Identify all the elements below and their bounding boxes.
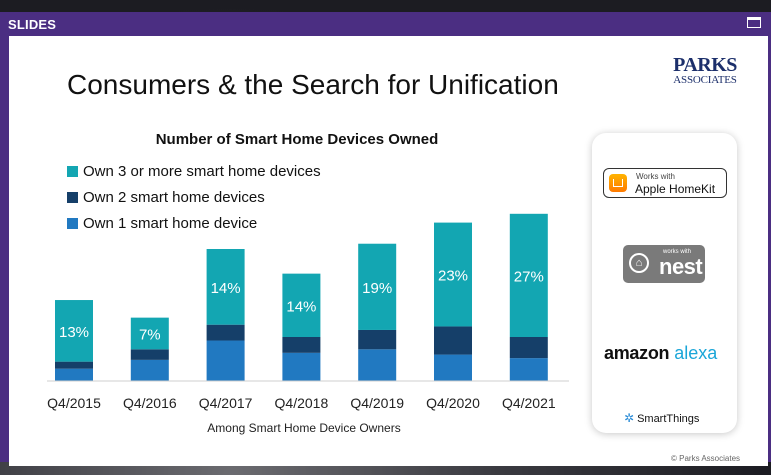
nest-house-icon: ⌂ — [629, 253, 649, 273]
smartthings-icon: ✲ — [624, 411, 635, 425]
logo-line1: PARKS — [673, 54, 737, 76]
bar-segment — [55, 368, 93, 381]
bar-segment — [358, 349, 397, 381]
bar-data-label: 23% — [438, 268, 468, 285]
x-tick-label: Q4/2016 — [123, 395, 177, 411]
copyright-note: © Parks Associates — [671, 454, 741, 463]
amazon-text: amazon — [604, 343, 670, 363]
bar-segment — [509, 337, 548, 359]
bar-segment — [206, 324, 245, 341]
bar-segment — [206, 340, 245, 381]
homekit-house-icon — [609, 174, 627, 192]
bar-segment — [130, 359, 169, 381]
x-axis-label: Among Smart Home Device Owners — [207, 421, 400, 435]
legend-swatch — [67, 192, 78, 203]
x-tick-label: Q4/2021 — [502, 395, 556, 411]
legend-label: Own 2 smart home devices — [83, 189, 265, 206]
bar-data-label: 7% — [139, 326, 161, 343]
nest-small-text: works with — [663, 249, 692, 255]
bar-data-label: 27% — [514, 268, 544, 285]
x-tick-label: Q4/2018 — [275, 395, 329, 411]
homekit-badge: Works with Apple HomeKit — [603, 168, 727, 198]
x-tick-label: Q4/2020 — [426, 395, 480, 411]
bar-segment — [282, 337, 321, 353]
nest-badge: ⌂ works with nest — [623, 245, 705, 283]
partner-logo-panel: Works with Apple HomeKit ⌂ works with ne… — [592, 133, 737, 433]
bar-segment — [55, 361, 93, 369]
homekit-big-text: Apple HomeKit — [635, 182, 716, 196]
legend-label: Own 1 smart home device — [83, 215, 257, 232]
chart-legend: Own 3 or more smart home devices Own 2 sm… — [67, 163, 321, 232]
bar-data-label: 14% — [211, 280, 241, 297]
amazon-alexa-logo: amazon alexa — [604, 343, 717, 364]
bar-segment — [509, 213, 548, 337]
stacked-bar-chart: Number of Smart Home Devices Owned Own 3… — [47, 131, 569, 435]
logo-line2: ASSOCIATES — [673, 74, 737, 86]
smartthings-text: SmartThings — [637, 413, 700, 425]
window-title: SLIDES — [8, 17, 57, 32]
bar-data-label: 13% — [59, 324, 89, 341]
bar-data-label: 14% — [286, 298, 316, 315]
slide-title: Consumers & the Search for Unification — [67, 69, 559, 100]
smartthings-logo: ✲ SmartThings — [624, 411, 699, 425]
maximize-icon[interactable] — [747, 17, 761, 28]
window-titlebar[interactable]: SLIDES — [0, 12, 771, 36]
x-tick-label: Q4/2019 — [350, 395, 404, 411]
bar-segment — [509, 358, 548, 381]
homekit-small-text: Works with — [636, 172, 675, 181]
legend-swatch — [67, 166, 78, 177]
slide-canvas: Consumers & the Search for Unification P… — [9, 36, 768, 466]
chart-title: Number of Smart Home Devices Owned — [156, 131, 439, 148]
bar-segment — [282, 273, 321, 337]
bar-segment — [434, 222, 472, 327]
x-tick-labels: Q4/2015 Q4/2016 Q4/2017 Q4/2018 Q4/2019 Q4/20… — [47, 395, 556, 411]
bar-segment — [130, 317, 169, 350]
chart-bars: 13% 7% 14% 14% 19% 23% 27% — [55, 213, 548, 381]
bar-segment — [55, 300, 93, 362]
legend-label: Own 3 or more smart home devices — [83, 163, 321, 180]
bar-segment — [434, 354, 472, 381]
slides-window: SLIDES Consumers & the Search for Unific… — [0, 12, 771, 466]
parks-associates-logo: PARKS ASSOCIATES — [665, 54, 745, 86]
bar-segment — [434, 326, 472, 355]
bar-segment — [358, 329, 397, 350]
legend-swatch — [67, 218, 78, 229]
bar-segment — [130, 349, 169, 360]
x-tick-label: Q4/2015 — [47, 395, 101, 411]
bar-data-label: 19% — [362, 280, 392, 297]
nest-big-text: nest — [659, 254, 703, 279]
bar-segment — [358, 243, 397, 330]
alexa-text: alexa — [674, 343, 718, 363]
x-tick-label: Q4/2017 — [199, 395, 253, 411]
bar-segment — [282, 352, 321, 381]
bar-segment — [206, 249, 245, 325]
